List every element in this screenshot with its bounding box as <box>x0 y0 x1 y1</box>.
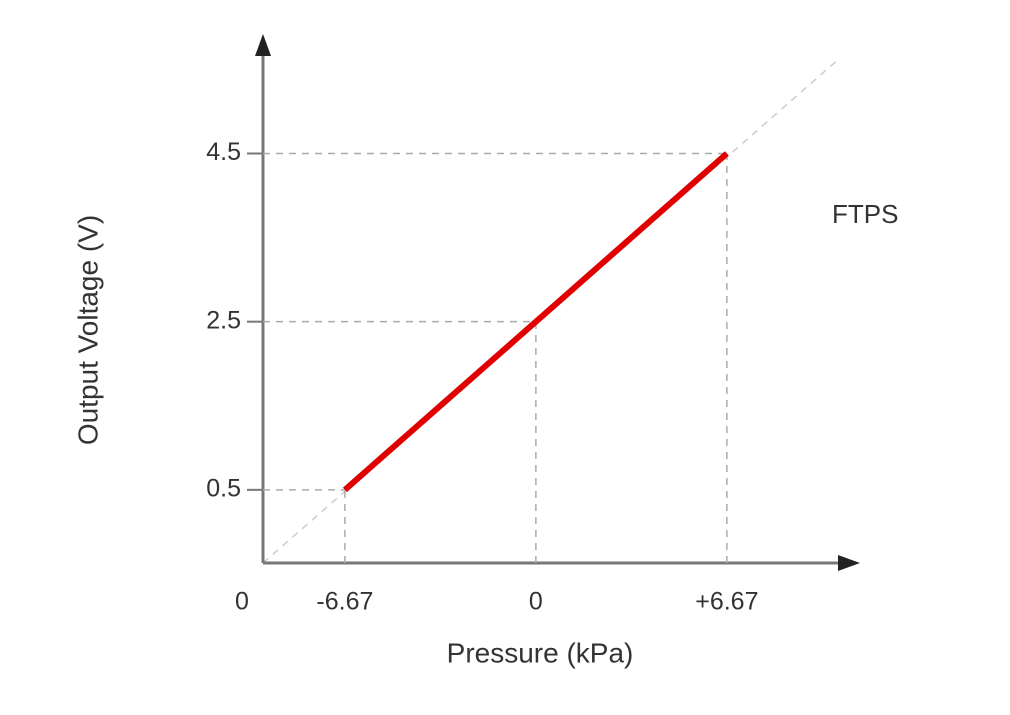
origin-label: 0 <box>235 588 249 616</box>
y-axis-arrow <box>255 34 271 56</box>
y-tick-label: 0.5 <box>206 474 241 502</box>
x-tick-label: -6.67 <box>316 588 373 616</box>
y-tick-label: 2.5 <box>206 306 241 334</box>
x-axis-title: Pressure (kPa) <box>447 637 634 668</box>
data-line <box>342 151 729 493</box>
y-tick-label: 4.5 <box>206 138 241 166</box>
annotation: FTPS <box>832 199 898 229</box>
y-axis-title: Output Voltage (V) <box>72 215 103 445</box>
x-tick-label: +6.67 <box>695 588 758 616</box>
x-tick-label: 0 <box>529 588 543 616</box>
x-axis-arrow <box>838 555 860 571</box>
